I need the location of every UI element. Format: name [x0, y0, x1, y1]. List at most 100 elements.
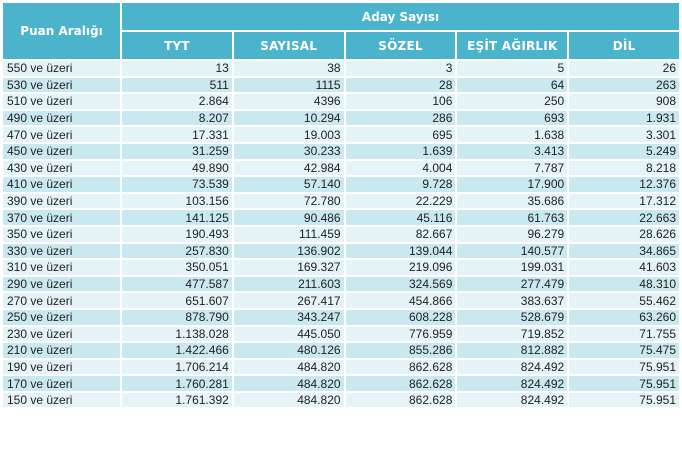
cell-sayisal: 30.233 — [233, 143, 344, 159]
cell-score-range: 490 ve üzeri — [3, 110, 120, 126]
cell-esit-agirlik: 3.413 — [457, 143, 568, 159]
column-header-esit-agirlik: EŞİT AĞIRLIK — [457, 32, 568, 59]
cell-tyt: 651.607 — [122, 293, 232, 308]
cell-tyt: 17.331 — [122, 127, 232, 142]
cell-sozel: 9.728 — [345, 177, 456, 192]
cell-esit-agirlik: 812.882 — [457, 343, 568, 358]
cell-sozel: 1.639 — [345, 143, 456, 159]
cell-esit-agirlik: 140.577 — [457, 243, 568, 259]
cell-esit-agirlik: 64 — [457, 77, 568, 93]
cell-score-range: 370 ve üzeri — [3, 210, 120, 225]
cell-score-range: 270 ve üzeri — [3, 293, 120, 308]
cell-sozel: 82.667 — [345, 226, 456, 242]
cell-tyt: 350.051 — [122, 260, 232, 275]
cell-score-range: 310 ve üzeri — [3, 260, 120, 275]
cell-tyt: 1.761.392 — [122, 392, 232, 408]
cell-sayisal: 4396 — [233, 94, 344, 109]
table-row: 370 ve üzeri 141.125 90.486 45.116 61.763 22.… — [3, 210, 679, 225]
cell-esit-agirlik: 199.031 — [457, 260, 568, 275]
cell-dil: 26 — [569, 61, 679, 76]
table-header: Puan Aralığı Aday Sayısı TYT SAYISAL SÖZ… — [3, 3, 679, 59]
cell-dil: 41.603 — [569, 260, 679, 275]
cell-score-range: 150 ve üzeri — [3, 392, 120, 408]
cell-sozel: 695 — [345, 127, 456, 142]
cell-sozel: 324.569 — [345, 276, 456, 292]
cell-sayisal: 57.140 — [233, 177, 344, 192]
cell-sozel: 454.866 — [345, 293, 456, 308]
table-row: 190 ve üzeri 1.706.214 484.820 862.628 824.4… — [3, 359, 679, 375]
cell-sozel: 3 — [345, 61, 456, 76]
cell-tyt: 8.207 — [122, 110, 232, 126]
cell-score-range: 530 ve üzeri — [3, 77, 120, 93]
cell-sozel: 4.004 — [345, 160, 456, 176]
cell-dil: 1.931 — [569, 110, 679, 126]
table-row: 150 ve üzeri 1.761.392 484.820 862.628 824.4… — [3, 392, 679, 408]
table-row: 230 ve üzeri 1.138.028 445.050 776.959 719.8… — [3, 326, 679, 342]
table-row: 350 ve üzeri 190.493 111.459 82.667 96.279 28… — [3, 226, 679, 242]
cell-dil: 17.312 — [569, 193, 679, 209]
cell-score-range: 390 ve üzeri — [3, 193, 120, 209]
cell-sozel: 106 — [345, 94, 456, 109]
cell-esit-agirlik: 61.763 — [457, 210, 568, 225]
cell-sayisal: 90.486 — [233, 210, 344, 225]
cell-esit-agirlik: 383.637 — [457, 293, 568, 308]
cell-esit-agirlik: 5 — [457, 61, 568, 76]
cell-dil: 908 — [569, 94, 679, 109]
cell-tyt: 141.125 — [122, 210, 232, 225]
cell-tyt: 1.138.028 — [122, 326, 232, 342]
cell-dil: 28.626 — [569, 226, 679, 242]
table-row: 170 ve üzeri 1.760.281 484.820 862.628 824.4… — [3, 376, 679, 391]
score-range-header: Puan Aralığı — [3, 3, 120, 59]
candidate-count-header: Aday Sayısı — [122, 3, 679, 30]
cell-esit-agirlik: 7.787 — [457, 160, 568, 176]
table-row: 310 ve üzeri 350.051 169.327 219.096 199.031… — [3, 260, 679, 275]
table-row: 210 ve üzeri 1.422.466 480.126 855.286 812.8… — [3, 343, 679, 358]
cell-sozel: 28 — [345, 77, 456, 93]
cell-score-range: 510 ve üzeri — [3, 94, 120, 109]
cell-tyt: 1.422.466 — [122, 343, 232, 358]
table-row: 290 ve üzeri 477.587 211.603 324.569 277.479… — [3, 276, 679, 292]
cell-sayisal: 267.417 — [233, 293, 344, 308]
cell-sayisal: 136.902 — [233, 243, 344, 259]
cell-score-range: 190 ve üzeri — [3, 359, 120, 375]
cell-score-range: 430 ve üzeri — [3, 160, 120, 176]
cell-sayisal: 42.984 — [233, 160, 344, 176]
cell-dil: 3.301 — [569, 127, 679, 142]
table-row: 410 ve üzeri 73.539 57.140 9.728 17.900 12.37… — [3, 177, 679, 192]
table-row: 490 ve üzeri 8.207 10.294 286 693 1.931 — [3, 110, 679, 126]
cell-sayisal: 10.294 — [233, 110, 344, 126]
cell-score-range: 410 ve üzeri — [3, 177, 120, 192]
table-row: 550 ve üzeri 13 38 3 5 26 — [3, 61, 679, 76]
cell-tyt: 477.587 — [122, 276, 232, 292]
cell-dil: 5.249 — [569, 143, 679, 159]
cell-esit-agirlik: 277.479 — [457, 276, 568, 292]
cell-dil: 48.310 — [569, 276, 679, 292]
cell-score-range: 230 ve üzeri — [3, 326, 120, 342]
table-body: 550 ve üzeri 13 38 3 5 26 530 ve üzeri 511 1115 2… — [3, 61, 679, 408]
cell-esit-agirlik: 250 — [457, 94, 568, 109]
column-header-tyt: TYT — [122, 32, 232, 59]
cell-score-range: 170 ve üzeri — [3, 376, 120, 391]
cell-dil: 75.951 — [569, 376, 679, 391]
score-distribution-table: Puan Aralığı Aday Sayısı TYT SAYISAL SÖZ… — [1, 1, 681, 409]
cell-esit-agirlik: 719.852 — [457, 326, 568, 342]
cell-sayisal: 38 — [233, 61, 344, 76]
cell-tyt: 103.156 — [122, 193, 232, 209]
cell-sayisal: 19.003 — [233, 127, 344, 142]
cell-sozel: 286 — [345, 110, 456, 126]
cell-esit-agirlik: 824.492 — [457, 392, 568, 408]
cell-dil: 75.951 — [569, 392, 679, 408]
cell-tyt: 49.890 — [122, 160, 232, 176]
table-row: 330 ve üzeri 257.830 136.902 139.044 140.577… — [3, 243, 679, 259]
cell-sozel: 855.286 — [345, 343, 456, 358]
column-header-sozel: SÖZEL — [345, 32, 456, 59]
cell-esit-agirlik: 693 — [457, 110, 568, 126]
cell-score-range: 470 ve üzeri — [3, 127, 120, 142]
table-row: 430 ve üzeri 49.890 42.984 4.004 7.787 8.218 — [3, 160, 679, 176]
cell-sayisal: 72.780 — [233, 193, 344, 209]
cell-score-range: 550 ve üzeri — [3, 61, 120, 76]
cell-sozel: 776.959 — [345, 326, 456, 342]
table-row: 450 ve üzeri 31.259 30.233 1.639 3.413 5.249 — [3, 143, 679, 159]
cell-dil: 71.755 — [569, 326, 679, 342]
